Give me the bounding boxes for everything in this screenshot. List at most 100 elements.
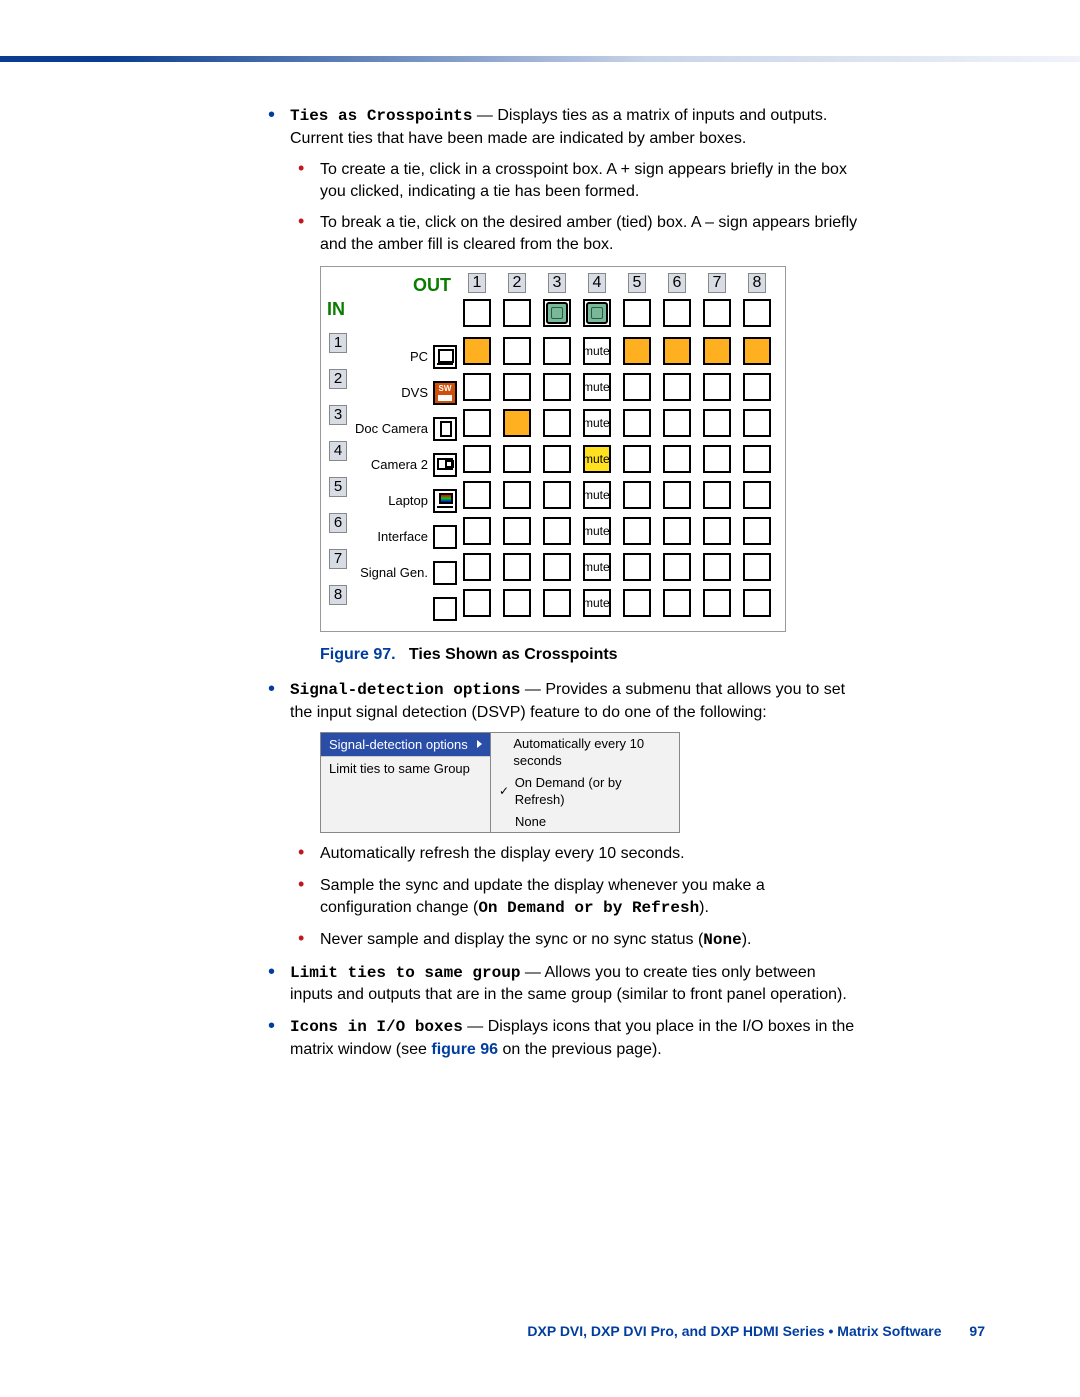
crosspoint-cell[interactable]	[503, 517, 531, 545]
output-box[interactable]	[623, 299, 651, 327]
dvs-icon[interactable]	[433, 381, 457, 405]
crosspoint-cell[interactable]	[663, 517, 691, 545]
crosspoint-cell[interactable]	[743, 445, 771, 473]
crosspoint-cell[interactable]	[623, 337, 651, 365]
crosspoint-cell[interactable]	[463, 589, 491, 617]
crosspoint-cell[interactable]: mute	[583, 553, 611, 581]
ties-sub-2: To break a tie, click on the desired amb…	[290, 212, 860, 255]
input-box-icon[interactable]	[433, 525, 457, 549]
crosspoint-cell[interactable]: mute	[583, 589, 611, 617]
crosspoint-cell[interactable]: mute	[583, 373, 611, 401]
crosspoint-cell[interactable]	[743, 553, 771, 581]
crosspoint-cell[interactable]	[623, 373, 651, 401]
crosspoint-cell[interactable]	[503, 553, 531, 581]
crosspoint-cell[interactable]	[623, 445, 651, 473]
crosspoint-cell[interactable]: mute	[583, 445, 611, 473]
input-row-head: 8	[327, 585, 457, 621]
footer-page-number: 97	[969, 1323, 985, 1339]
crosspoint-cell[interactable]	[543, 589, 571, 617]
crosspoint-cell[interactable]: mute	[583, 409, 611, 437]
crosspoint-cell[interactable]	[703, 373, 731, 401]
input-box-icon[interactable]	[433, 561, 457, 585]
output-box[interactable]	[743, 299, 771, 327]
crosspoint-cell[interactable]	[663, 553, 691, 581]
output-box[interactable]	[463, 299, 491, 327]
crosspoint-cell[interactable]	[743, 373, 771, 401]
laptop-icon[interactable]	[433, 489, 457, 513]
crosspoint-cell[interactable]	[543, 337, 571, 365]
crosspoint-cell[interactable]	[703, 445, 731, 473]
crosspoint-cell[interactable]	[503, 481, 531, 509]
crosspoint-cell[interactable]	[463, 337, 491, 365]
col-number: 1	[468, 273, 486, 293]
crosspoint-cell[interactable]	[663, 589, 691, 617]
doc-icon[interactable]	[433, 417, 457, 441]
output-box[interactable]	[703, 299, 731, 327]
submenu-option[interactable]: None	[491, 811, 679, 833]
submenu-option[interactable]: Automatically every 10 seconds	[491, 733, 679, 772]
crosspoint-cell[interactable]	[463, 517, 491, 545]
crosspoint-cell[interactable]: mute	[583, 517, 611, 545]
crosspoint-cell[interactable]	[663, 337, 691, 365]
header-gradient-bar	[0, 56, 1080, 62]
crosspoint-cell[interactable]	[623, 481, 651, 509]
mute-label: mute	[583, 415, 610, 431]
crosspoint-cell[interactable]	[543, 517, 571, 545]
crosspoint-cell[interactable]	[663, 445, 691, 473]
crosspoint-cell[interactable]	[703, 589, 731, 617]
out-label: OUT	[327, 273, 457, 297]
crosspoint-cell[interactable]	[743, 481, 771, 509]
crosspoint-cell[interactable]	[703, 553, 731, 581]
crosspoint-cell[interactable]	[463, 445, 491, 473]
in-label: IN	[327, 297, 457, 333]
crosspoint-cell[interactable]: mute	[583, 337, 611, 365]
figure-96-link[interactable]: figure 96	[431, 1041, 498, 1058]
crosspoint-cell[interactable]	[703, 337, 731, 365]
crosspoint-cell[interactable]	[623, 589, 651, 617]
crosspoint-cell[interactable]	[463, 409, 491, 437]
arrow-right-icon	[477, 740, 482, 748]
output-box[interactable]	[503, 299, 531, 327]
input-box-icon[interactable]	[433, 597, 457, 621]
crosspoint-cell[interactable]	[463, 553, 491, 581]
crosspoint-cell[interactable]	[743, 337, 771, 365]
submenu-option[interactable]: ✓On Demand (or by Refresh)	[491, 772, 679, 811]
crosspoint-cell[interactable]	[703, 517, 731, 545]
crosspoint-cell[interactable]	[503, 337, 531, 365]
page-footer: DXP DVI, DXP DVI Pro, and DXP HDMI Serie…	[527, 1323, 985, 1339]
crosspoint-cell[interactable]	[543, 553, 571, 581]
input-row-head: 1PC	[327, 333, 457, 369]
crosspoint-cell[interactable]	[543, 373, 571, 401]
crosspoint-cell[interactable]	[503, 445, 531, 473]
output-box[interactable]	[583, 299, 611, 327]
crosspoint-cell[interactable]	[543, 409, 571, 437]
cam-icon[interactable]	[433, 453, 457, 477]
crosspoint-cell[interactable]	[503, 589, 531, 617]
crosspoint-cell[interactable]: mute	[583, 481, 611, 509]
crosspoint-cell[interactable]	[463, 373, 491, 401]
crosspoint-cell[interactable]	[543, 481, 571, 509]
submenu-item[interactable]: Limit ties to same Group	[321, 757, 490, 781]
pc-icon[interactable]	[433, 345, 457, 369]
crosspoint-cell[interactable]	[663, 481, 691, 509]
crosspoint-cell[interactable]	[543, 445, 571, 473]
crosspoint-cell[interactable]	[663, 409, 691, 437]
crosspoint-cell[interactable]	[663, 373, 691, 401]
output-box[interactable]	[663, 299, 691, 327]
crosspoint-cell[interactable]	[743, 589, 771, 617]
figure-title: Ties Shown as Crosspoints	[409, 646, 618, 663]
output-box[interactable]	[543, 299, 571, 327]
crosspoint-cell[interactable]	[703, 409, 731, 437]
mute-label: mute	[583, 379, 610, 395]
crosspoint-cell[interactable]	[703, 481, 731, 509]
crosspoint-cell[interactable]	[503, 373, 531, 401]
crosspoint-cell[interactable]	[503, 409, 531, 437]
submenu-item[interactable]: Signal-detection options	[321, 733, 490, 758]
crosspoint-cell[interactable]	[623, 517, 651, 545]
signal-label: Signal-detection options	[290, 681, 520, 699]
crosspoint-cell[interactable]	[743, 409, 771, 437]
crosspoint-cell[interactable]	[623, 553, 651, 581]
crosspoint-cell[interactable]	[623, 409, 651, 437]
crosspoint-cell[interactable]	[463, 481, 491, 509]
crosspoint-cell[interactable]	[743, 517, 771, 545]
